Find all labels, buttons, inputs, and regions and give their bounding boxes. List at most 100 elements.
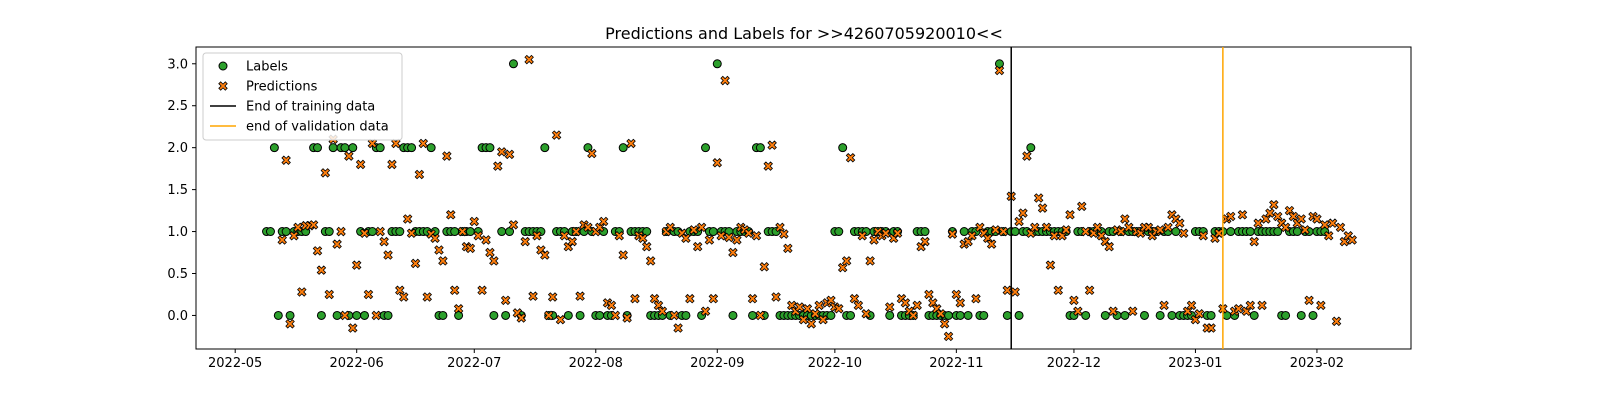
y-tick-label: 0.0 <box>167 309 188 324</box>
prediction-point <box>1249 236 1259 247</box>
prediction-point <box>489 256 499 266</box>
label-point <box>1014 310 1024 320</box>
prediction-point <box>1010 287 1020 297</box>
label-point <box>701 143 711 153</box>
prediction-point <box>383 250 393 260</box>
label-point <box>395 227 405 237</box>
prediction-point <box>1002 285 1013 296</box>
prediction-point <box>622 313 632 323</box>
label-point <box>959 227 969 237</box>
prediction-point <box>398 292 409 302</box>
prediction-point <box>716 230 726 241</box>
prediction-point <box>1069 295 1079 306</box>
prediction-point <box>947 229 958 239</box>
label-point <box>1139 310 1149 320</box>
prediction-point <box>1065 210 1075 220</box>
prediction-point <box>1018 208 1028 218</box>
prediction-point <box>645 256 656 266</box>
prediction-point <box>1045 260 1056 270</box>
prediction-point <box>1347 235 1357 245</box>
prediction-point <box>1155 225 1165 235</box>
label-point <box>367 227 377 237</box>
x-tick-label: 2022-11 <box>929 356 983 371</box>
reference-lines <box>1010 47 1224 349</box>
label-point <box>618 143 628 153</box>
y-tick-label: 1.5 <box>167 183 188 198</box>
prediction-point <box>610 310 621 321</box>
prediction-point <box>649 293 660 304</box>
legend-label-labels: Labels <box>246 60 288 75</box>
prediction-point <box>1327 218 1338 228</box>
prediction-point <box>955 298 966 308</box>
prediction-point <box>551 130 562 140</box>
label-point <box>1206 310 1216 320</box>
prediction-point <box>967 230 977 241</box>
prediction-point <box>1022 151 1032 161</box>
prediction-point <box>1127 306 1138 317</box>
x-tick-label: 2022-07 <box>447 356 501 371</box>
prediction-point <box>810 309 821 319</box>
label-point <box>1002 310 1012 320</box>
prediction-point <box>614 230 625 241</box>
label-point <box>728 310 738 320</box>
prediction-point <box>1257 300 1267 311</box>
prediction-point <box>998 226 1009 237</box>
label-point <box>575 310 585 320</box>
prediction-point <box>532 230 542 241</box>
label-point <box>944 310 954 320</box>
prediction-point <box>516 313 527 323</box>
prediction-point <box>951 289 962 300</box>
prediction-point <box>924 289 934 300</box>
prediction-point <box>986 239 997 249</box>
prediction-point <box>724 232 734 243</box>
prediction-point <box>1116 226 1126 237</box>
prediction-point <box>293 222 303 233</box>
y-tick-label: 2.0 <box>167 141 188 156</box>
label-point <box>265 227 275 237</box>
label-point <box>505 227 515 237</box>
prediction-point <box>1029 222 1040 233</box>
prediction-point <box>704 235 715 245</box>
prediction-point <box>1280 222 1291 233</box>
label-point <box>328 143 338 153</box>
prediction-point <box>359 228 370 238</box>
prediction-point <box>1061 225 1071 235</box>
prediction-point <box>344 151 354 161</box>
label-point <box>1249 310 1259 320</box>
prediction-point <box>708 293 719 304</box>
prediction-point <box>794 302 805 312</box>
prediction-point <box>857 230 868 241</box>
label-point <box>1167 310 1177 320</box>
label-point <box>920 227 930 237</box>
prediction-point <box>1092 222 1103 233</box>
label-point <box>508 59 518 69</box>
label-point <box>595 310 605 320</box>
label-point <box>352 310 362 320</box>
label-point <box>454 310 464 320</box>
label-point <box>407 143 417 153</box>
prediction-point <box>1037 203 1048 213</box>
prediction-point <box>1198 230 1209 241</box>
prediction-point <box>849 293 860 304</box>
label-point <box>426 143 436 153</box>
label-point <box>313 143 322 153</box>
x-tick-label: 2022-08 <box>569 356 623 371</box>
prediction-point <box>469 216 480 227</box>
label-point <box>465 227 475 237</box>
label-point <box>712 59 722 69</box>
prediction-point <box>312 246 323 256</box>
prediction-point <box>771 292 781 302</box>
prediction-point <box>363 289 374 300</box>
x-tick-label: 2023-02 <box>1290 356 1344 371</box>
prediction-point <box>755 310 766 321</box>
label-point <box>1273 227 1283 237</box>
prediction-point <box>297 287 307 297</box>
prediction-point <box>453 303 464 314</box>
prediction-point <box>493 161 503 171</box>
label-point <box>1296 310 1306 320</box>
prediction-point <box>414 169 425 180</box>
prediction-point <box>540 250 550 260</box>
prediction-point <box>692 241 703 252</box>
label-point <box>540 143 550 153</box>
prediction-point <box>1237 210 1248 220</box>
